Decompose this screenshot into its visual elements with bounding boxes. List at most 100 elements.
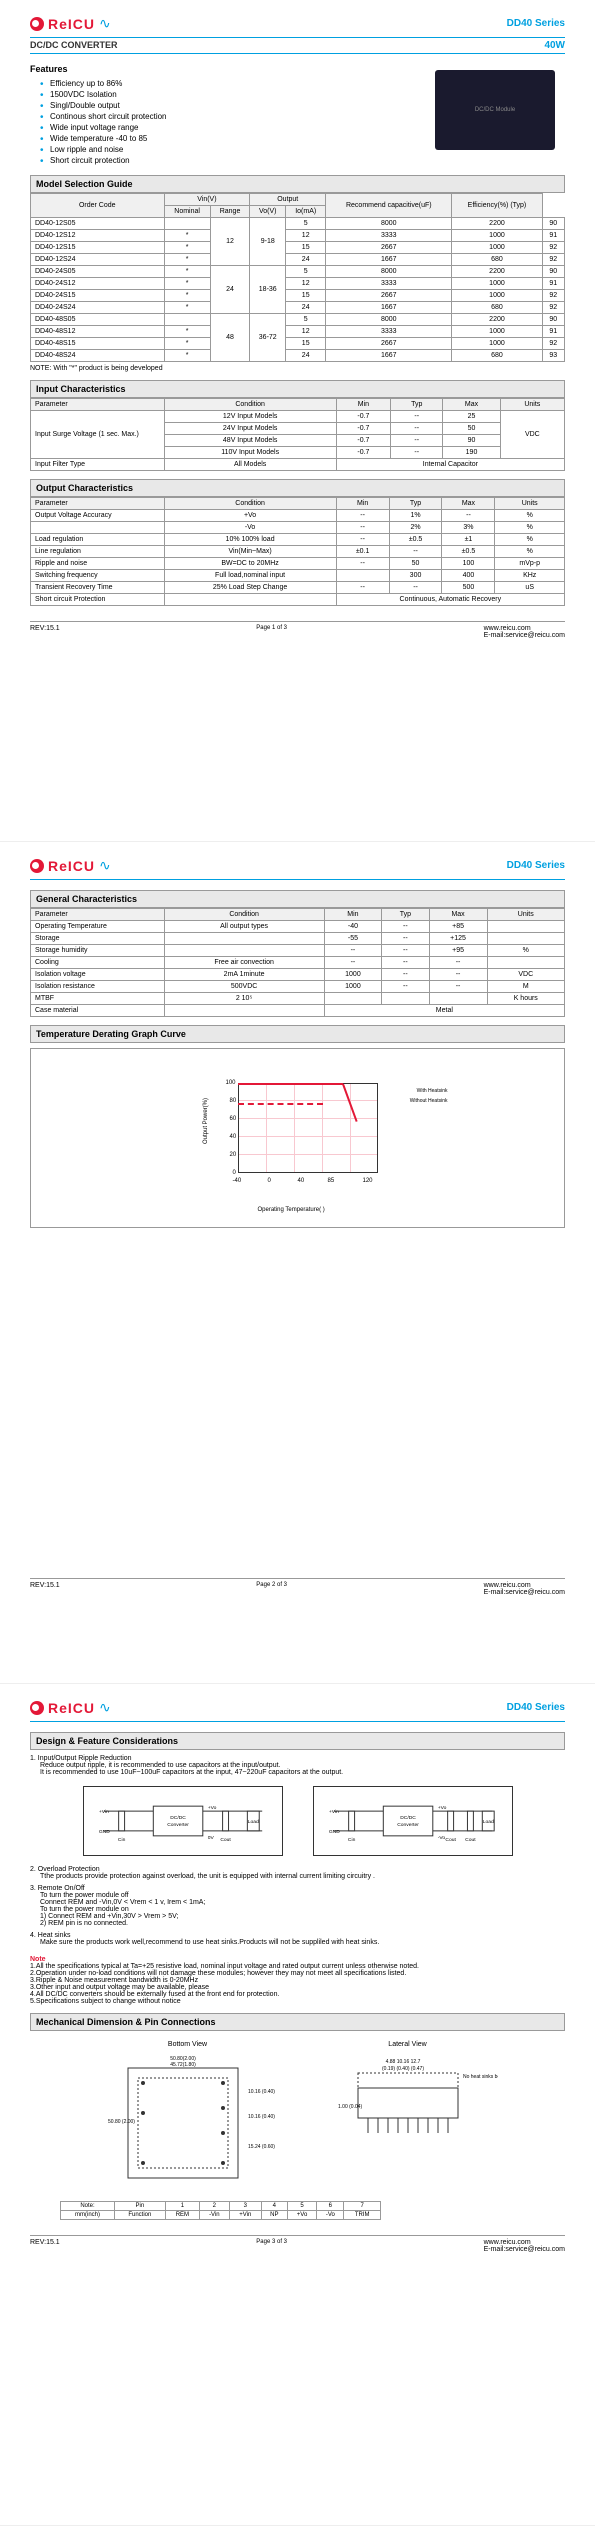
- feature-item: Short circuit protection: [40, 156, 565, 165]
- cell: 12V Input Models: [164, 411, 336, 423]
- tick: 120: [363, 1178, 373, 1184]
- heatsink-note: No heat sinks be supplied: [463, 2074, 498, 2080]
- design-1-text: Reduce output ripple, it is recommended …: [40, 1762, 565, 1776]
- lateral-view: Lateral View 4.88 10.16 12.7 (0.19) (0.4…: [318, 2041, 498, 2191]
- general-row: MTBF2 10⁵K hours: [31, 993, 565, 1005]
- cell: 50: [443, 423, 500, 435]
- svg-text:Cin: Cin: [117, 1837, 125, 1843]
- output-row: Switching frequencyFull load,nominal inp…: [31, 570, 565, 582]
- derating-chart: Output Power(%) Operating Temperature( )…: [208, 1078, 388, 1198]
- note-item: 3.Ripple & Noise measurement bandwidth i…: [30, 1977, 565, 1984]
- feature-item: Wide input voltage range: [40, 123, 565, 132]
- page-1: ReICU∿ DD40 Series DC/DC CONVERTER40W DC…: [0, 0, 595, 842]
- svg-text:Cout: Cout: [220, 1837, 231, 1843]
- th: Condition: [164, 498, 336, 510]
- svg-text:DC/DC: DC/DC: [170, 1815, 186, 1821]
- series-label: DD40 Series: [507, 1702, 565, 1713]
- note-item: 2.Operation under no-load conditions wil…: [30, 1970, 565, 1977]
- svg-text:+Vin: +Vin: [98, 1809, 108, 1815]
- tick: 80: [230, 1098, 237, 1104]
- dim-p1: 10.16 (0.40): [248, 2089, 275, 2095]
- tick: 100: [226, 1080, 236, 1086]
- cell: --: [391, 411, 443, 423]
- cell: TRIM: [344, 2211, 381, 2220]
- web: www.reicu.com: [484, 1582, 531, 1589]
- web: www.reicu.com: [484, 2239, 531, 2246]
- page-num: Page 3 of 3: [256, 2239, 287, 2253]
- legend-2: Without Heatsink: [410, 1098, 448, 1104]
- cell: 2: [200, 2202, 230, 2211]
- svg-text:+Vo: +Vo: [437, 1805, 446, 1811]
- svg-text:Cout: Cout: [445, 1837, 456, 1843]
- watts: 40W: [544, 40, 565, 51]
- model-row: DD40-24S05*2418-3658000220090: [31, 266, 565, 278]
- cell: 90: [443, 435, 500, 447]
- cell: -Vin: [200, 2211, 230, 2220]
- svg-text:GND: GND: [98, 1829, 109, 1835]
- footer: REV:15.1Page 2 of 3www.reicu.comE-mail:s…: [30, 1578, 565, 1596]
- output-row: Line regulationVin(Min~Max)±0.1--±0.5%: [31, 546, 565, 558]
- general-row: Isolation voltage2mA 1minute1000----VDC: [31, 969, 565, 981]
- logo: ReICU∿: [30, 1699, 111, 1716]
- svg-text:+Vin: +Vin: [328, 1809, 338, 1815]
- design-3-text: To turn the power module off Connect REM…: [40, 1892, 565, 1927]
- mech-diagrams: Bottom View 50.80(2.00) 45.72(1.80) 50.8…: [30, 2041, 565, 2191]
- bottom-view: Bottom View 50.80(2.00) 45.72(1.80) 50.8…: [98, 2041, 278, 2191]
- circuit-diagram-1: DC/DCConverter +VinGND Cin Cout Load +Vo…: [83, 1786, 283, 1856]
- cell: 24V Input Models: [164, 423, 336, 435]
- general-row: Storage humidity----+95%: [31, 945, 565, 957]
- th: Condition: [164, 399, 336, 411]
- tick: 60: [230, 1116, 237, 1122]
- svg-text:0V: 0V: [207, 1835, 214, 1841]
- brand-text: ReICU: [48, 1700, 95, 1716]
- design-2-title: 2. Overload Protection: [30, 1866, 565, 1873]
- brand-text: ReICU: [48, 16, 95, 32]
- th-eff: Efficiency(%) (Typ): [452, 194, 542, 218]
- th-order: Order Code: [31, 194, 165, 218]
- cell: REM: [165, 2211, 199, 2220]
- design-2-text: Tthe products provide protection against…: [40, 1873, 565, 1880]
- output-row: Transient Recovery Time25% Load Step Cha…: [31, 582, 565, 594]
- tick: 0: [233, 1170, 236, 1176]
- general-row: Case materialMetal: [31, 1005, 565, 1017]
- web: www.reicu.com: [484, 625, 531, 632]
- cell: All Models: [164, 459, 336, 471]
- dim-lat1: 4.88 10.16 12.7: [385, 2059, 420, 2065]
- logo: ReICU∿: [30, 15, 111, 32]
- th: Parameter: [31, 498, 165, 510]
- cell: -0.7: [336, 435, 390, 447]
- subtitle: DC/DC CONVERTER: [30, 40, 118, 51]
- svg-text:Load: Load: [482, 1819, 493, 1825]
- design-1-title: 1. Input/Output Ripple Reduction: [30, 1755, 565, 1762]
- y-axis-label: Output Power(%): [203, 1098, 209, 1144]
- general-row: CoolingFree air convection------: [31, 957, 565, 969]
- th: Units: [495, 498, 565, 510]
- output-row: Output Voltage Accuracy+Vo--1%--%: [31, 510, 565, 522]
- page-2: ReICU∿ DD40 Series General Characteristi…: [0, 842, 595, 1684]
- model-selection-header: Model Selection Guide: [30, 175, 565, 193]
- legend-1: With Heatsink: [417, 1088, 448, 1094]
- general-char-header: General Characteristics: [30, 890, 565, 908]
- th-cap: Recommend capacitive(uF): [326, 194, 452, 218]
- cell: -0.7: [336, 411, 390, 423]
- cell: 6: [317, 2202, 344, 2211]
- output-row: Short circuit ProtectionContinuous, Auto…: [31, 594, 565, 606]
- model-row: DD40-48S24*24166768093: [31, 350, 565, 362]
- input-char-header: Input Characteristics: [30, 380, 565, 398]
- model-note: NOTE: With "*" product is being develope…: [30, 365, 565, 372]
- chart-line-1: [238, 1083, 343, 1085]
- model-row: DD40-48S054836-7258000220090: [31, 314, 565, 326]
- th-nom: Nominal: [164, 206, 210, 218]
- cell: Internal Capacitor: [336, 459, 564, 471]
- email: E-mail:service@reicu.com: [484, 632, 565, 639]
- temp-derating-header: Temperature Derating Graph Curve: [30, 1025, 565, 1043]
- logo-icon: [30, 859, 44, 873]
- output-char-header: Output Characteristics: [30, 479, 565, 497]
- tick: 40: [230, 1134, 237, 1140]
- general-table: ParameterConditionMinTypMaxUnits Operati…: [30, 908, 565, 1017]
- general-row: Isolation resistance500VDC1000----M: [31, 981, 565, 993]
- rev: REV:15.1: [30, 625, 60, 639]
- cell: 4: [261, 2202, 287, 2211]
- note-item: 5.Specifications subject to change witho…: [30, 1998, 565, 2005]
- tick: 85: [328, 1178, 335, 1184]
